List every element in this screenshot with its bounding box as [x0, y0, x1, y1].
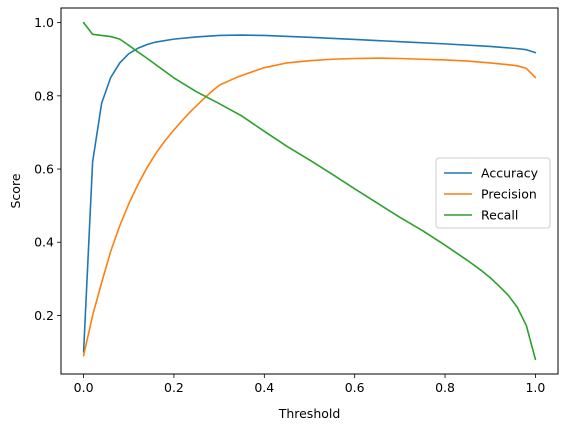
x-tick-label: 0.6: [345, 380, 365, 395]
axes: [60, 7, 559, 375]
series-line-accuracy: [82, 34, 537, 353]
x-tick-label: 0.0: [74, 380, 94, 395]
y-tick-label: 0.2: [34, 308, 54, 323]
series-line-precision: [82, 57, 537, 357]
x-tick-label: 0.4: [254, 380, 274, 395]
x-axis-ticks: 0.0 0.2 0.4 0.6 0.8 1.0: [74, 374, 545, 395]
x-tick-label: 0.8: [435, 380, 455, 395]
legend-label-precision: Precision: [481, 187, 537, 202]
x-tick-label: 0.2: [164, 380, 184, 395]
legend: Accuracy Precision Recall: [435, 157, 551, 229]
y-axis-title: Score: [8, 173, 23, 208]
legend-label-recall: Recall: [481, 208, 518, 223]
y-tick-label: 0.6: [34, 162, 54, 177]
y-tick-label: 1.0: [34, 15, 54, 30]
x-axis-title: Threshold: [278, 406, 341, 421]
y-tick-label: 0.8: [34, 88, 54, 103]
plot-frame: [60, 7, 559, 375]
y-tick-label: 0.4: [34, 235, 54, 250]
y-axis-ticks: 0.2 0.4 0.6 0.8 1.0: [34, 15, 61, 323]
legend-label-accuracy: Accuracy: [481, 166, 539, 181]
legend-box: [435, 157, 551, 229]
series-lines: [82, 21, 537, 361]
series-line-recall: [82, 21, 537, 361]
x-tick-label: 1.0: [525, 380, 545, 395]
